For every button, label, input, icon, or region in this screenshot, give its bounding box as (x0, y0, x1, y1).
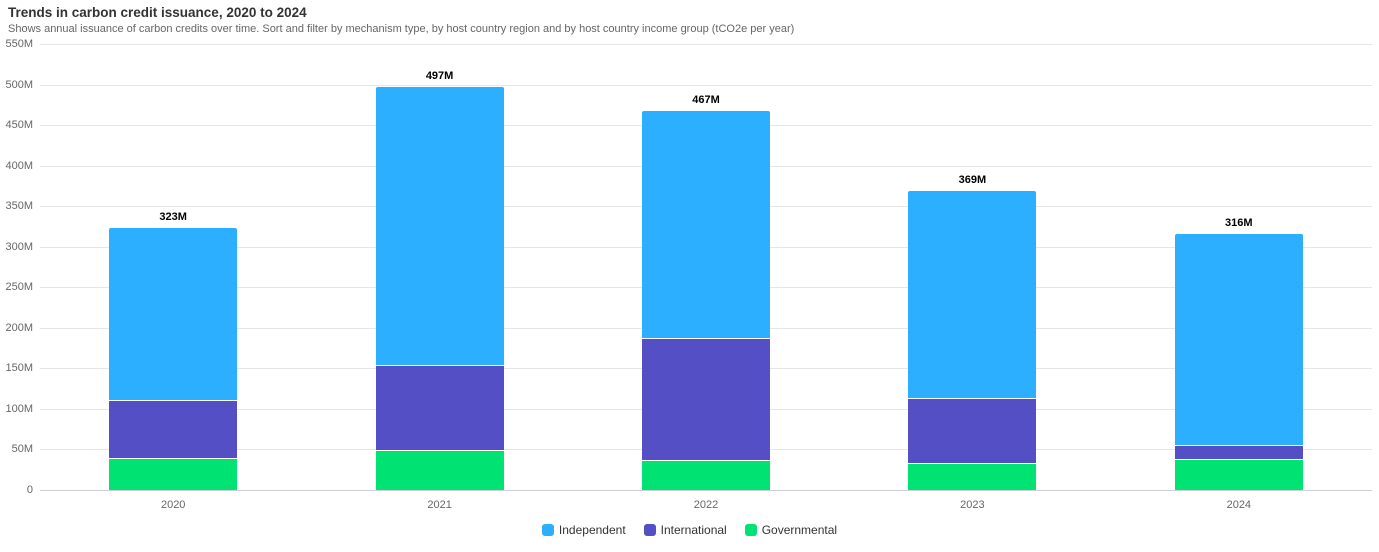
gridline (40, 44, 1372, 45)
stacked-bar-2021[interactable] (375, 86, 504, 490)
bar-segment-governmental-2023[interactable] (908, 463, 1037, 490)
y-axis-label: 0 (26, 484, 33, 496)
y-axis: 0 50M 100M 150M 200M 250M 300M 350M 400M 450M 500M… (0, 38, 33, 496)
bar-column-2020: 323M (40, 44, 306, 490)
y-axis-label: 350M (5, 200, 33, 213)
bar-total-label-2020: 323M (159, 211, 187, 224)
y-axis-label: 50M (11, 443, 33, 456)
bar-segment-international-2022[interactable] (641, 338, 770, 460)
bar-segment-international-2020[interactable] (109, 399, 238, 458)
bar-segment-independent-2023[interactable] (908, 190, 1037, 399)
legend-label-governmental: Governmental (761, 523, 838, 537)
y-axis-label: 250M (5, 281, 33, 294)
y-axis-label: 200M (5, 321, 33, 334)
y-axis-label: 150M (5, 362, 33, 375)
bar-segment-governmental-2020[interactable] (109, 457, 238, 490)
x-axis-line (40, 490, 1372, 491)
y-axis-label: 100M (5, 402, 33, 415)
x-axis: 2020 2021 2022 2023 2024 (40, 499, 1372, 511)
legend-item-governmental[interactable]: Governmental (744, 523, 838, 537)
bar-segment-independent-2022[interactable] (641, 111, 770, 339)
bar-column-2024: 316M (1106, 44, 1372, 490)
y-axis-label: 450M (5, 119, 33, 132)
bar-total-label-2023: 369M (958, 173, 987, 186)
bar-segment-independent-2021[interactable] (375, 86, 504, 366)
y-axis-label: 500M (5, 78, 33, 91)
y-axis-label: 550M (5, 38, 33, 50)
x-axis-label-2020: 2020 (160, 499, 186, 511)
bar-segment-independent-2024[interactable] (1174, 233, 1303, 446)
bar-total-label-2022: 467M (692, 94, 720, 107)
gridline (40, 84, 1372, 86)
bar-total-label-2024: 316M (1225, 216, 1253, 229)
legend-label-international: International (660, 523, 727, 537)
stacked-bar-2023[interactable] (908, 190, 1037, 490)
legend-item-independent[interactable]: Independent (541, 523, 626, 537)
legend-item-international[interactable]: International (643, 523, 727, 537)
x-axis-label-2021: 2021 (427, 499, 452, 511)
stacked-bar-2022[interactable] (641, 111, 770, 490)
stacked-bar-2024[interactable] (1174, 233, 1303, 490)
chart-subtitle: Shows annual issuance of carbon credits … (8, 23, 795, 35)
x-axis-label-2023: 2023 (960, 499, 985, 511)
bar-column-2021: 497M (306, 44, 572, 490)
x-axis-label-2022: 2022 (693, 499, 719, 511)
stacked-bar-2020[interactable] (109, 228, 238, 490)
bar-segment-governmental-2021[interactable] (375, 450, 504, 490)
bar-column-2023: 369M (839, 44, 1105, 490)
legend-marker-icon-governmental (744, 524, 757, 536)
bar-total-label-2021: 497M (425, 69, 454, 82)
bar-segment-governmental-2022[interactable] (641, 459, 770, 490)
legend-label-independent: Independent (558, 523, 626, 537)
legend-marker-icon-independent (541, 524, 554, 536)
legend: Independent International Governmental (0, 523, 1379, 537)
plot-area: 323M 497M 467M 369M 316M (40, 44, 1372, 491)
legend-marker-icon-international (643, 524, 656, 536)
bar-segment-governmental-2024[interactable] (1174, 459, 1303, 490)
y-axis-label: 400M (5, 159, 33, 172)
bar-segment-international-2024[interactable] (1174, 445, 1303, 460)
bar-segment-international-2023[interactable] (908, 398, 1037, 464)
bar-segment-international-2021[interactable] (375, 365, 504, 451)
bar-segment-independent-2020[interactable] (109, 228, 238, 400)
chart-title: Trends in carbon credit issuance, 2020 t… (8, 5, 307, 20)
x-axis-label-2024: 2024 (1226, 499, 1252, 511)
y-axis-label: 300M (5, 240, 33, 253)
bar-column-2022: 467M (573, 44, 839, 490)
